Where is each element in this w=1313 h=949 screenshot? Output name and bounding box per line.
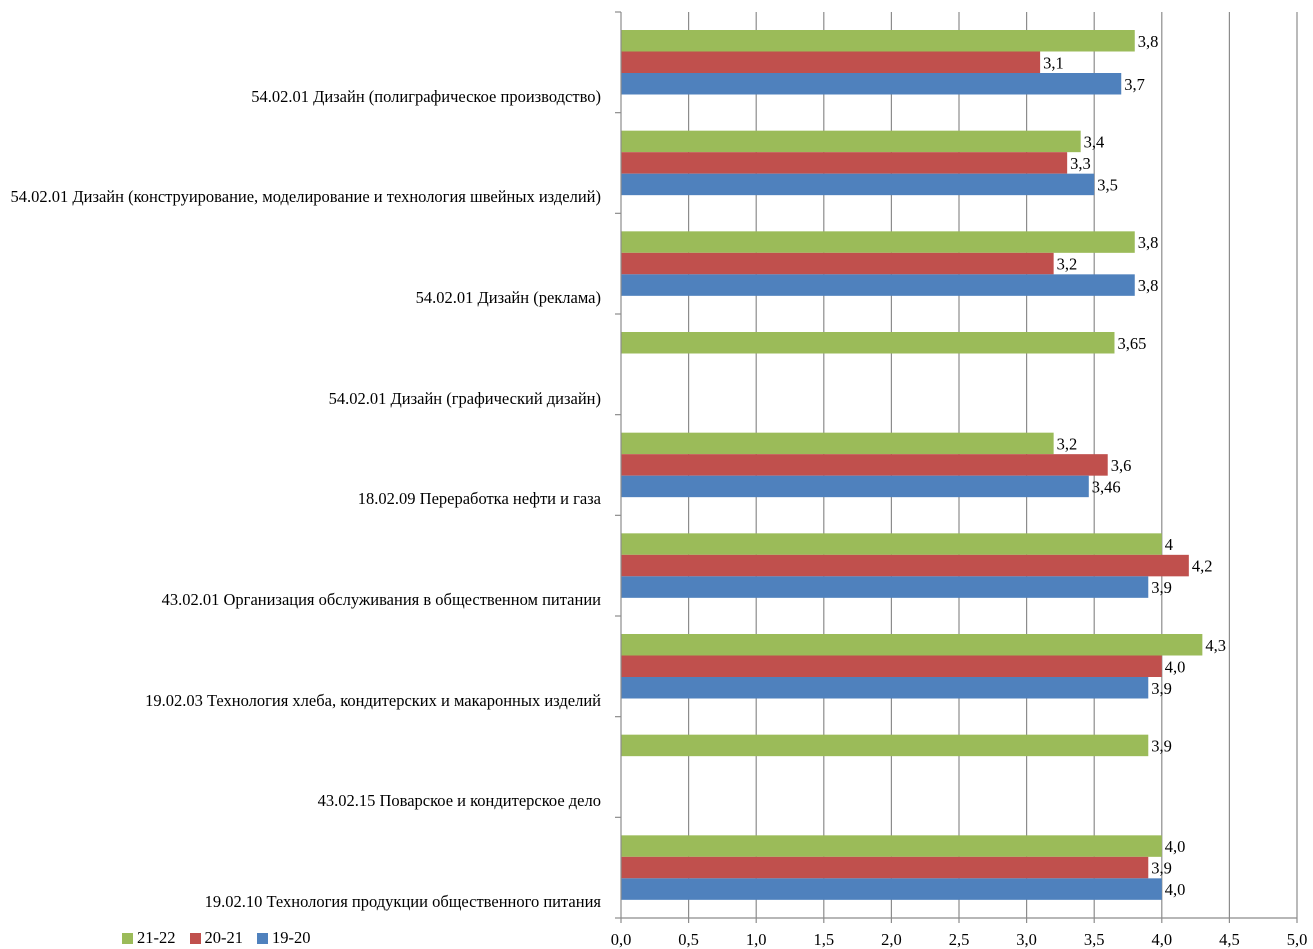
bar — [621, 30, 1135, 52]
data-label: 3,6 — [1111, 456, 1132, 475]
x-tick-label: 1,5 — [813, 930, 834, 949]
bar — [621, 878, 1162, 900]
legend-item: 20-21 — [189, 928, 244, 948]
legend-item: 19-20 — [257, 928, 311, 948]
bar — [621, 576, 1149, 598]
category-label: 43.02.01 Организация обслуживания в обще… — [161, 590, 601, 609]
bar — [621, 51, 1041, 73]
data-label: 3,9 — [1151, 679, 1172, 698]
legend: 21-22 20-21 19-20 — [122, 928, 311, 948]
data-label: 3,3 — [1070, 154, 1091, 173]
x-tick-label: 2,0 — [881, 930, 902, 949]
category-label: 19.02.10 Технология продукции общественн… — [204, 892, 601, 911]
bar — [621, 634, 1203, 656]
bar — [621, 432, 1054, 455]
data-label: 4 — [1165, 535, 1173, 554]
legend-label: 21-22 — [137, 928, 176, 947]
legend-label: 20-21 — [204, 928, 244, 947]
legend-swatch — [189, 932, 201, 944]
x-tick-labels: 0,0 0,5 1,0 1,5 2,0 2,5 3,0 3,5 4,0 4,5 5,0 — [611, 930, 1308, 949]
bar — [621, 332, 1115, 354]
legend-swatch — [122, 932, 133, 944]
bar — [621, 856, 1149, 879]
data-label: 3,7 — [1124, 75, 1145, 94]
bar — [621, 475, 1089, 498]
data-label: 3,1 — [1043, 53, 1064, 72]
x-tick-label: 0,5 — [678, 930, 699, 949]
data-label: 4,2 — [1192, 557, 1213, 576]
bar — [621, 152, 1068, 174]
data-labels: 3,8 3,1 3,7 3,4 3,3 3,5 3,8 3,2 3,8 3,65 3,2 3,6 3,4… — [1043, 32, 1226, 899]
data-label: 3,4 — [1084, 132, 1105, 151]
bar — [621, 533, 1162, 555]
category-label: 54.02.01 Дизайн (реклама) — [415, 288, 601, 307]
x-tick-label: 0,0 — [611, 930, 632, 949]
data-label: 4,0 — [1165, 837, 1186, 856]
data-label: 3,8 — [1138, 276, 1159, 295]
category-label: 18.02.09 Переработка нефти и газа — [357, 489, 601, 509]
bar — [621, 734, 1149, 757]
x-tick-label: 5,0 — [1287, 930, 1308, 949]
data-label: 3,9 — [1151, 859, 1172, 878]
bar — [621, 655, 1162, 677]
legend-item: 21-22 — [122, 928, 176, 948]
data-label: 3,5 — [1097, 175, 1118, 194]
data-label: 3,9 — [1151, 578, 1172, 597]
category-label: 54.02.01 Дизайн (полиграфическое произво… — [251, 86, 601, 106]
x-tick-label: 2,5 — [949, 930, 970, 949]
legend-label: 19-20 — [272, 928, 311, 947]
category-label: 43.02.15 Поварское и кондитерское дело — [317, 791, 601, 811]
x-tick-label: 1,0 — [746, 930, 767, 949]
bar — [621, 274, 1135, 296]
bar — [621, 677, 1149, 699]
category-label: 54.02.01 Дизайн (конструирование, модели… — [10, 187, 601, 207]
data-label: 3,65 — [1117, 334, 1146, 353]
data-label: 4,0 — [1165, 657, 1186, 676]
bar — [621, 835, 1162, 857]
legend-swatch — [257, 932, 268, 944]
data-label: 3,8 — [1138, 32, 1159, 51]
bar — [621, 231, 1135, 253]
bars — [621, 30, 1203, 900]
data-label: 3,9 — [1151, 736, 1172, 755]
x-tick-label: 4,0 — [1151, 930, 1172, 949]
bar — [621, 173, 1095, 196]
bar — [621, 454, 1108, 476]
category-label: 19.02.03 Технология хлеба, кондитерских … — [145, 690, 601, 710]
bar — [621, 252, 1054, 275]
axes — [615, 11, 1298, 923]
data-label: 3,8 — [1138, 233, 1159, 252]
data-label: 4,3 — [1205, 636, 1226, 655]
data-label: 3,2 — [1057, 255, 1078, 274]
x-tick-label: 3,5 — [1084, 930, 1105, 949]
x-tick-label: 3,0 — [1016, 930, 1037, 949]
bar — [621, 73, 1122, 95]
bar — [621, 554, 1189, 577]
data-label: 4,0 — [1165, 880, 1186, 899]
data-label: 3,46 — [1092, 477, 1121, 496]
x-tick-label: 4,5 — [1219, 930, 1240, 949]
data-label: 3,2 — [1057, 434, 1078, 453]
category-label: 54.02.01 Дизайн (графический дизайн) — [328, 388, 601, 408]
bar — [621, 130, 1081, 153]
